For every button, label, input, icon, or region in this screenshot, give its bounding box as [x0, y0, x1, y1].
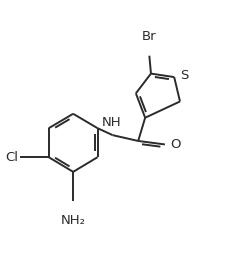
Text: Br: Br: [141, 30, 156, 43]
Text: NH: NH: [102, 116, 121, 129]
Text: Cl: Cl: [5, 151, 18, 164]
Text: S: S: [180, 69, 188, 82]
Text: NH₂: NH₂: [61, 214, 86, 227]
Text: O: O: [171, 138, 181, 151]
